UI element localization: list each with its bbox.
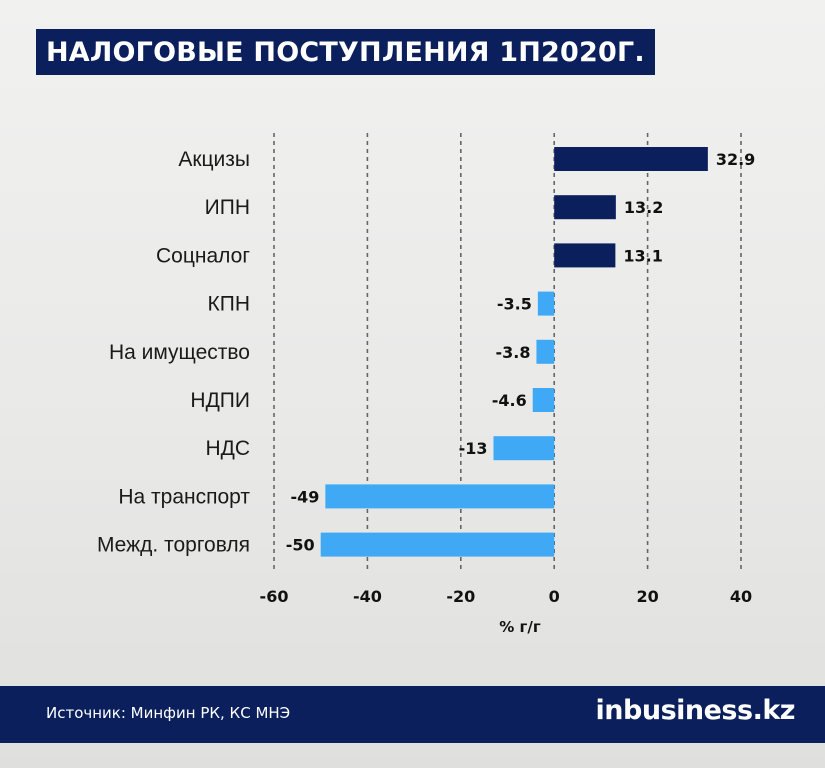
bars — [320, 147, 708, 557]
bar — [325, 484, 555, 509]
data-label: -3.8 — [495, 343, 530, 362]
data-label: -49 — [290, 487, 319, 506]
data-label: 32.9 — [716, 150, 755, 169]
category-label: На имущество — [109, 341, 250, 364]
source-note: Источник: Минфин РК, КС МНЭ — [46, 704, 291, 722]
x-tick-label: 40 — [730, 587, 752, 606]
data-label: -50 — [286, 536, 315, 555]
bar — [493, 436, 555, 461]
data-label: -13 — [459, 439, 488, 458]
x-axis-label: % г/г — [499, 618, 541, 636]
category-label: Межд. торговля — [97, 534, 250, 557]
data-label: 13.1 — [623, 246, 662, 265]
x-tick-label: -60 — [260, 587, 289, 606]
category-label: КПН — [208, 293, 251, 316]
category-label: Соцналог — [156, 244, 250, 267]
category-label: ИПН — [205, 196, 250, 219]
data-label: -3.5 — [497, 295, 532, 314]
bar — [554, 243, 616, 268]
brand-logo[interactable]: inbusiness.kz — [595, 695, 796, 726]
bar — [554, 147, 708, 171]
x-tick-label: -40 — [353, 587, 382, 606]
bar — [532, 388, 555, 412]
bar-chart: -60 -40 -20 0 20 40 Акцизы 32.9 ИПН 13.2 Соцналог 1… — [97, 133, 755, 636]
x-tick-label: 0 — [549, 587, 560, 606]
footer-bar: Источник: Минфин РК, КС МНЭ inbusiness.k… — [0, 686, 825, 743]
category-label: НДПИ — [190, 389, 250, 412]
bar — [536, 339, 555, 364]
brand-suffix: business.kz — [623, 695, 795, 726]
brand-prefix: in — [595, 695, 624, 726]
x-tick-label: -20 — [446, 587, 475, 606]
page-title: НАЛОГОВЫЕ ПОСТУПЛЕНИЯ 1П2020Г. — [36, 29, 655, 75]
data-label: -4.6 — [492, 391, 527, 410]
category-label: На транспорт — [118, 485, 250, 508]
bar — [320, 532, 555, 557]
labels: -60 -40 -20 0 20 40 Акцизы 32.9 ИПН 13.2 Соцналог 1… — [97, 148, 755, 606]
bar — [554, 195, 616, 220]
bar — [537, 291, 555, 316]
grid-lines — [273, 133, 742, 572]
x-tick-label: 20 — [636, 587, 658, 606]
category-label: НДС — [205, 437, 250, 460]
data-label: 13.2 — [624, 198, 663, 217]
category-label: Акцизы — [178, 148, 250, 171]
